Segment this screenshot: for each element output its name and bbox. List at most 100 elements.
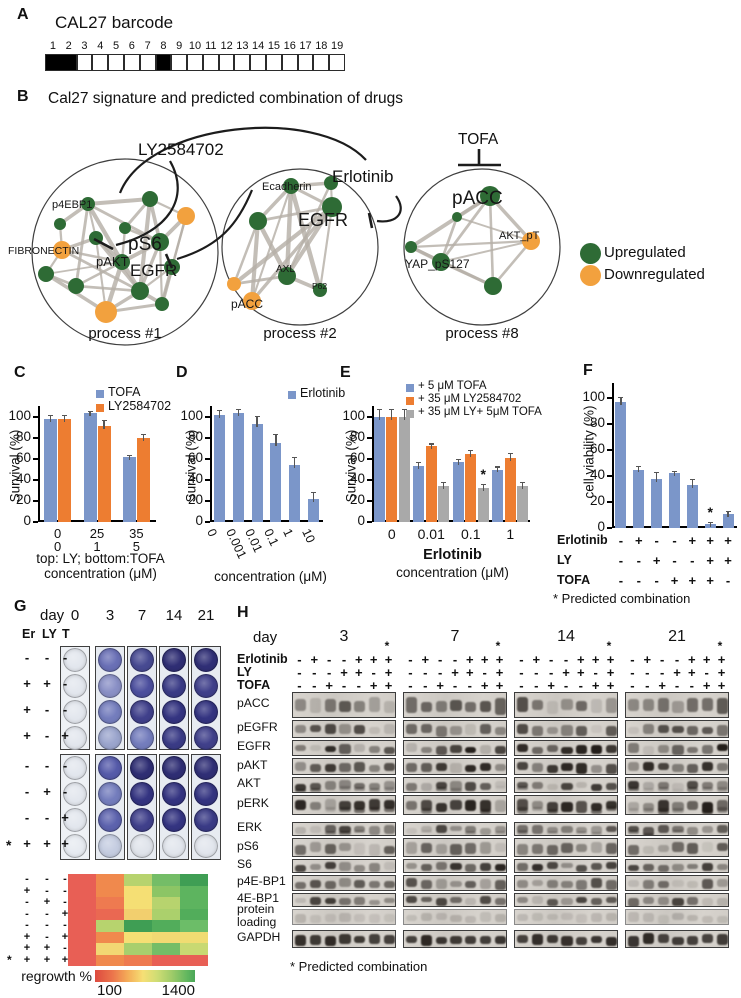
- barcode-cell: [123, 54, 140, 71]
- condition-sign: -: [636, 573, 641, 588]
- barcode-number: 18: [315, 40, 328, 52]
- blot-band: [702, 761, 714, 772]
- blot-band: [383, 824, 395, 834]
- condition-sign: -: [654, 533, 659, 548]
- blot-band: [420, 912, 432, 922]
- significance-star: *: [707, 503, 713, 520]
- network-node-label: P62: [312, 281, 327, 291]
- network-edge: [285, 205, 334, 278]
- blot-condition-sign: -: [312, 678, 317, 693]
- network-edge: [410, 245, 494, 288]
- error-bar: [620, 396, 622, 405]
- error-bar-cap: [707, 521, 713, 523]
- network-edge: [285, 182, 333, 277]
- blot-strip: [625, 859, 729, 873]
- regrowth-colorbar: [95, 970, 195, 982]
- blot-strip: [403, 795, 507, 815]
- well-day-number: 14: [165, 607, 183, 624]
- blot-band: [450, 744, 462, 754]
- blot-band: [687, 763, 699, 773]
- well: [162, 673, 186, 698]
- x-axis-label-bottom: 1: [93, 539, 101, 554]
- network-edge: [75, 284, 141, 293]
- blot-strip: [514, 838, 618, 857]
- blot-condition-sign: +: [606, 678, 615, 693]
- blot-band: [642, 724, 654, 735]
- blot-band: [339, 744, 351, 754]
- blot-band: [324, 799, 336, 810]
- network-edge: [440, 240, 532, 263]
- heatmap-cell: [124, 931, 152, 943]
- blot-band: [369, 787, 381, 792]
- well: [130, 807, 154, 832]
- well: [130, 834, 154, 859]
- blot-band: [672, 764, 684, 773]
- blot-condition-sign: +: [310, 652, 319, 667]
- error-bar: [430, 443, 432, 450]
- blot-band: [605, 783, 617, 791]
- blot-band: [561, 746, 573, 755]
- y-axis-tick-label: 20: [349, 492, 365, 507]
- blot-row-label: 4E-BP1: [237, 891, 280, 905]
- blot-strip: [292, 859, 396, 873]
- blot-band: [435, 912, 447, 921]
- blot-strip: [403, 893, 507, 907]
- blot-band: [494, 831, 506, 835]
- blot-band: [627, 898, 640, 906]
- blot-band: [687, 880, 699, 889]
- network-edge: [410, 245, 442, 264]
- barcode-cell: [108, 54, 124, 71]
- heatmap-condition-sign: -: [63, 942, 67, 954]
- well-condition-sign: -: [24, 783, 30, 799]
- well: [98, 726, 122, 751]
- blot-band: [516, 897, 529, 904]
- blot-band: [309, 697, 321, 713]
- blot-band: [339, 762, 351, 772]
- heatmap-cell: [124, 920, 152, 932]
- blot-band: [339, 786, 351, 791]
- blot-band: [480, 763, 492, 771]
- heatmap-condition-sign: +: [23, 953, 31, 966]
- well: [194, 726, 218, 751]
- blot-band: [716, 780, 728, 790]
- heatmap-cell: [152, 954, 180, 966]
- error-bar-cap: [126, 454, 132, 457]
- blot-band: [591, 784, 603, 791]
- blot-band: [672, 898, 684, 906]
- bar: [633, 469, 645, 528]
- blot-row-label: pEGFR: [237, 720, 278, 734]
- heatmap-condition-sign: -: [45, 919, 49, 931]
- network-edge: [251, 185, 292, 302]
- blot-band: [702, 801, 714, 813]
- blot-band: [642, 897, 654, 904]
- condition-sign: +: [706, 533, 714, 548]
- blot-band: [383, 763, 395, 772]
- y-axis-tick: [607, 475, 612, 477]
- blot-condition-sign: -: [593, 665, 598, 680]
- error-bar-cap: [62, 414, 68, 417]
- blot-band: [339, 701, 351, 712]
- blot-band: [627, 880, 640, 887]
- heatmap-condition-sign: -: [45, 907, 49, 920]
- heatmap-cell: [180, 954, 208, 966]
- blot-condition-label: LY: [237, 665, 252, 679]
- blot-band: [516, 843, 529, 855]
- network-edge: [160, 266, 174, 305]
- network-edge: [256, 219, 289, 278]
- heatmap-condition-sign: +: [43, 942, 51, 954]
- network-node: [243, 292, 261, 310]
- blot-band: [465, 830, 477, 835]
- tofa5-legend-label: + 5 μM TOFA: [418, 380, 487, 392]
- blot-band: [480, 878, 492, 889]
- blot-band: [450, 825, 462, 832]
- well: [162, 726, 186, 751]
- blot-band: [702, 809, 714, 814]
- heatmap-condition-sign: +: [61, 907, 69, 920]
- downregulated-legend-dot: [580, 265, 601, 286]
- blot-band: [369, 913, 381, 923]
- blot-band: [576, 937, 588, 946]
- network-edge: [284, 185, 294, 277]
- blot-strip: [625, 740, 729, 756]
- blot-band: [516, 798, 529, 811]
- blot-band: [531, 726, 543, 737]
